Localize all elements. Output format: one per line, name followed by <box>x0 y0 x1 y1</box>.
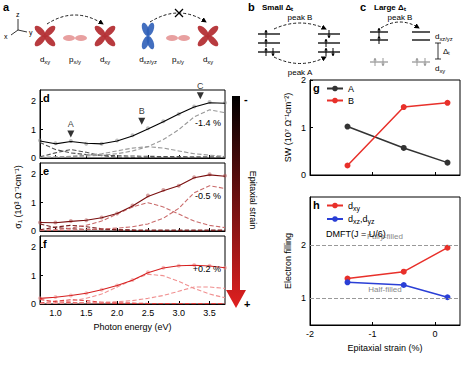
svg-text:Epitaxial strain (%): Epitaxial strain (%) <box>347 343 422 353</box>
svg-text:2: 2 <box>301 240 306 250</box>
svg-text:3.5: 3.5 <box>203 308 216 318</box>
svg-text:dxy: dxy <box>40 55 50 65</box>
svg-text:C: C <box>197 81 204 91</box>
svg-text:1: 1 <box>301 293 306 303</box>
svg-text:σ₁ (10³ Ω⁻¹cm⁻¹): σ₁ (10³ Ω⁻¹cm⁻¹) <box>13 165 23 228</box>
svg-text:xy: xy <box>353 205 361 213</box>
svg-text:A: A <box>348 84 354 94</box>
html-text:dxz, d: dxz, d <box>348 214 368 225</box>
svg-text:1: 1 <box>31 198 36 208</box>
svg-text:b: b <box>248 1 255 13</box>
svg-text:DMFT(J = U/6): DMFT(J = U/6) <box>326 229 386 239</box>
svg-text:2.0: 2.0 <box>111 308 124 318</box>
svg-text:A: A <box>68 119 74 129</box>
svg-text:px/y: px/y <box>69 55 81 65</box>
svg-text:0: 0 <box>31 226 36 236</box>
svg-text:SW (10⁷ Ω⁻¹cm⁻²): SW (10⁷ Ω⁻¹cm⁻²) <box>283 93 293 162</box>
svg-text:Photon energy (eV): Photon energy (eV) <box>93 322 171 332</box>
svg-text:y: y <box>29 29 33 37</box>
svg-text:1: 1 <box>301 123 306 133</box>
svg-text:Δₜ: Δₜ <box>443 47 450 56</box>
svg-text:peak B: peak B <box>288 13 313 22</box>
svg-text:+0.2 %: +0.2 % <box>193 264 221 274</box>
svg-text:yz: yz <box>368 218 376 226</box>
svg-text:g: g <box>313 82 320 94</box>
svg-text:dxy: dxy <box>203 55 213 65</box>
svg-text:h: h <box>313 199 320 211</box>
svg-text:px/y: px/y <box>172 55 184 65</box>
svg-text:B: B <box>139 106 145 116</box>
svg-text:Large Δₜ: Large Δₜ <box>374 3 406 12</box>
svg-text:f: f <box>43 238 47 250</box>
svg-text:2: 2 <box>31 242 36 252</box>
svg-text:-1.4 %: -1.4 % <box>195 118 221 128</box>
svg-text:Small Δₜ: Small Δₜ <box>262 3 293 12</box>
svg-text:0: 0 <box>31 153 36 163</box>
svg-text:1.5: 1.5 <box>80 308 93 318</box>
svg-text:peak A: peak A <box>288 68 313 77</box>
svg-text:-2: -2 <box>306 329 314 339</box>
svg-text:Half-filled: Half-filled <box>368 285 401 294</box>
svg-text:-: - <box>244 93 248 105</box>
svg-text:2: 2 <box>31 96 36 106</box>
svg-text:e: e <box>43 165 49 177</box>
svg-text:a: a <box>3 1 10 13</box>
svg-text:1.0: 1.0 <box>49 308 62 318</box>
svg-text:2: 2 <box>31 169 36 179</box>
svg-text:dxy: dxy <box>100 55 110 65</box>
svg-text:+: + <box>244 298 250 310</box>
svg-text:peak B: peak B <box>388 13 413 22</box>
svg-text:c: c <box>360 1 366 13</box>
svg-text:1: 1 <box>31 125 36 135</box>
svg-text:z: z <box>16 11 20 18</box>
svg-text:Epitaxial strain: Epitaxial strain <box>248 171 258 230</box>
svg-text:0: 0 <box>432 329 437 339</box>
svg-text:dxz/yz: dxz/yz <box>139 55 157 65</box>
svg-text:0: 0 <box>301 170 306 180</box>
svg-text:dxy: dxy <box>435 64 445 74</box>
svg-text:dxz/yz: dxz/yz <box>435 32 453 42</box>
svg-text:2.5: 2.5 <box>142 308 155 318</box>
svg-text:Electron filling: Electron filling <box>283 233 293 289</box>
svg-text:1: 1 <box>31 271 36 281</box>
svg-text:-1: -1 <box>368 329 376 339</box>
svg-text:3.0: 3.0 <box>172 308 185 318</box>
svg-text:d: d <box>43 92 50 104</box>
svg-text:d: d <box>348 200 353 211</box>
svg-text:B: B <box>348 96 354 106</box>
svg-text:x: x <box>4 33 8 40</box>
svg-text:0: 0 <box>31 299 36 309</box>
svg-text:2: 2 <box>301 75 306 85</box>
svg-text:-0.5 %: -0.5 % <box>195 191 221 201</box>
